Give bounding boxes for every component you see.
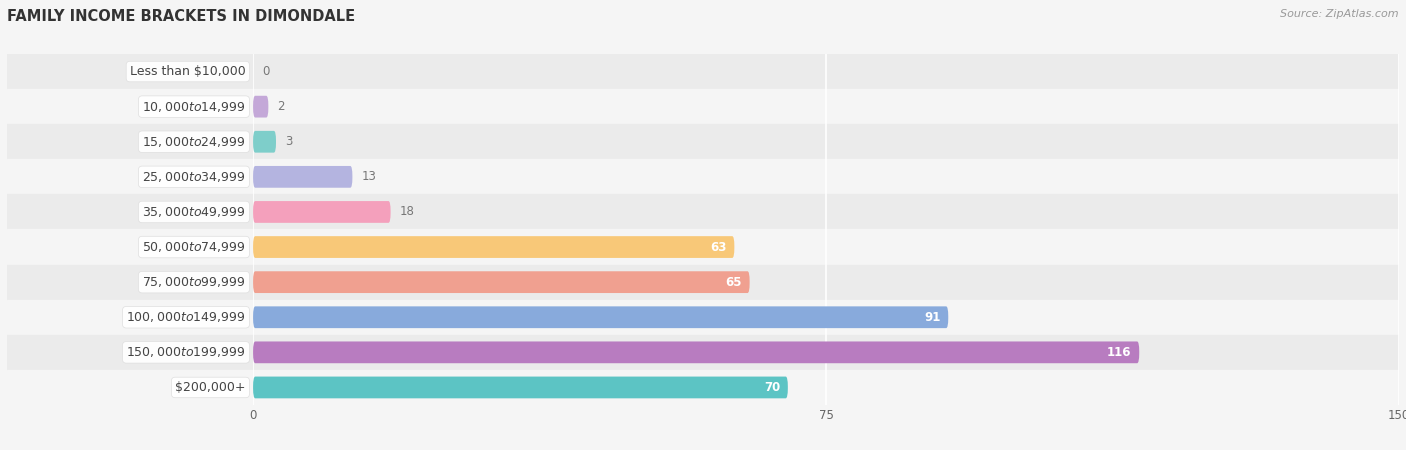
FancyBboxPatch shape: [253, 201, 391, 223]
Text: 0: 0: [263, 65, 270, 78]
Text: 116: 116: [1107, 346, 1132, 359]
Bar: [253, 300, 1399, 335]
FancyBboxPatch shape: [253, 342, 1139, 363]
Bar: [253, 230, 1399, 265]
FancyBboxPatch shape: [253, 96, 269, 117]
Bar: [253, 335, 1399, 370]
Text: $50,000 to $74,999: $50,000 to $74,999: [142, 240, 246, 254]
FancyBboxPatch shape: [253, 166, 353, 188]
Bar: [7, 159, 253, 194]
Text: $150,000 to $199,999: $150,000 to $199,999: [127, 345, 246, 360]
Text: $35,000 to $49,999: $35,000 to $49,999: [142, 205, 246, 219]
Bar: [253, 370, 1399, 405]
Text: 63: 63: [710, 241, 727, 253]
Text: 3: 3: [285, 135, 292, 148]
Bar: [253, 265, 1399, 300]
FancyBboxPatch shape: [253, 306, 948, 328]
Text: 2: 2: [277, 100, 285, 113]
Bar: [7, 300, 253, 335]
Bar: [7, 370, 253, 405]
Bar: [7, 124, 253, 159]
Text: $10,000 to $14,999: $10,000 to $14,999: [142, 99, 246, 114]
Bar: [253, 194, 1399, 230]
Text: $75,000 to $99,999: $75,000 to $99,999: [142, 275, 246, 289]
Text: Less than $10,000: Less than $10,000: [129, 65, 246, 78]
Text: 18: 18: [399, 206, 415, 218]
Bar: [253, 159, 1399, 194]
Bar: [253, 124, 1399, 159]
Text: Source: ZipAtlas.com: Source: ZipAtlas.com: [1281, 9, 1399, 19]
Bar: [7, 335, 253, 370]
Bar: [7, 89, 253, 124]
FancyBboxPatch shape: [253, 236, 734, 258]
Bar: [253, 54, 1399, 89]
Text: 91: 91: [924, 311, 941, 324]
FancyBboxPatch shape: [253, 271, 749, 293]
Text: $15,000 to $24,999: $15,000 to $24,999: [142, 135, 246, 149]
Text: $25,000 to $34,999: $25,000 to $34,999: [142, 170, 246, 184]
Bar: [7, 194, 253, 230]
Text: 65: 65: [725, 276, 742, 288]
Text: $200,000+: $200,000+: [176, 381, 246, 394]
Text: 13: 13: [361, 171, 377, 183]
Bar: [7, 265, 253, 300]
Text: FAMILY INCOME BRACKETS IN DIMONDALE: FAMILY INCOME BRACKETS IN DIMONDALE: [7, 9, 356, 24]
Bar: [7, 230, 253, 265]
Text: $100,000 to $149,999: $100,000 to $149,999: [127, 310, 246, 324]
FancyBboxPatch shape: [253, 131, 276, 153]
Bar: [253, 89, 1399, 124]
FancyBboxPatch shape: [253, 377, 787, 398]
Bar: [7, 54, 253, 89]
Text: 70: 70: [763, 381, 780, 394]
